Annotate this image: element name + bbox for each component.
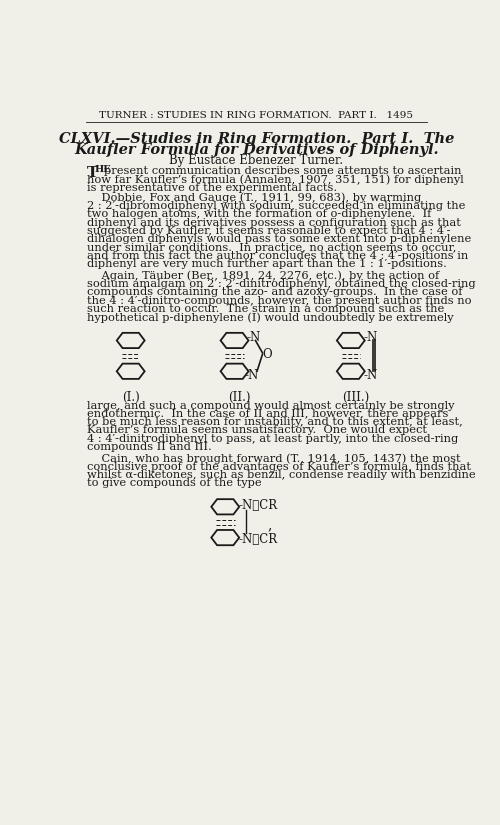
Text: TURNER : STUDIES IN RING FORMATION.  PART I.   1495: TURNER : STUDIES IN RING FORMATION. PART… [99, 111, 413, 120]
Text: compounds containing the azo- and azoxy-groups.  In the case of: compounds containing the azo- and azoxy-… [88, 287, 463, 297]
Text: Kaufler Formula for Derivatives of Diphenyl.: Kaufler Formula for Derivatives of Diphe… [74, 143, 438, 157]
Text: 4 : 4′-dinitrodiphenyl to pass, at least partly, into the closed-ring: 4 : 4′-dinitrodiphenyl to pass, at least… [88, 434, 458, 444]
Text: such reaction to occur.  The strain in a compound such as the: such reaction to occur. The strain in a … [88, 304, 444, 314]
Text: HE: HE [94, 165, 111, 174]
Text: endothermic.  In the case of II and III, however, there appears: endothermic. In the case of II and III, … [88, 409, 448, 419]
Text: Dobbie, Fox and Gauge (T., 1911, 99, 683), by warming: Dobbie, Fox and Gauge (T., 1911, 99, 683… [88, 192, 421, 203]
Text: (III.): (III.) [342, 390, 369, 403]
Text: -N∶CR: -N∶CR [238, 533, 278, 545]
Text: diphenyl and its derivatives possess a configuration such as that: diphenyl and its derivatives possess a c… [88, 218, 461, 228]
Text: ,: , [268, 518, 272, 532]
Text: compounds II and III.: compounds II and III. [88, 442, 212, 452]
Text: present communication describes some attempts to ascertain: present communication describes some att… [104, 166, 462, 176]
Text: and from this fact the author concludes that the 4 : 4′-positions in: and from this fact the author concludes … [88, 251, 468, 261]
Text: Kaufler’s formula seems unsatisfactory.  One would expect: Kaufler’s formula seems unsatisfactory. … [88, 426, 427, 436]
Text: -N∶CR: -N∶CR [238, 499, 278, 512]
Text: Cain, who has brought forward (T., 1914, 105, 1437) the most: Cain, who has brought forward (T., 1914,… [88, 454, 461, 464]
Text: sodium amalgam on 2 : 2′-dinitrodiphenyl, obtained the closed-ring: sodium amalgam on 2 : 2′-dinitrodiphenyl… [88, 279, 476, 289]
Text: to be much less reason for instability, and to this extent, at least,: to be much less reason for instability, … [88, 417, 463, 427]
Text: large, and such a compound would almost certainly be strongly: large, and such a compound would almost … [88, 400, 455, 411]
Text: conclusive proof of the advantages of Kaufler’s formula, finds that: conclusive proof of the advantages of Ka… [88, 462, 472, 472]
Text: whilst α-diketones, such as benzil, condense readily with benzidine: whilst α-diketones, such as benzil, cond… [88, 470, 476, 480]
Text: -N: -N [244, 370, 259, 383]
Text: suggested by Kaufler, it seems reasonable to expect that 4 : 4′-: suggested by Kaufler, it seems reasonabl… [88, 226, 451, 236]
Text: -N: -N [247, 331, 261, 344]
Text: two halogen atoms, with the formation of o-diphenylene.  If: two halogen atoms, with the formation of… [88, 210, 432, 219]
Text: is representative of the experimental facts.: is representative of the experimental fa… [88, 182, 338, 192]
Text: -N: -N [363, 331, 378, 344]
Text: T: T [88, 166, 99, 180]
Text: Again, Täuber (Ber., 1891, 24, 2276, etc.), by the action of: Again, Täuber (Ber., 1891, 24, 2276, etc… [88, 271, 440, 281]
Text: O: O [262, 348, 272, 361]
Text: (II.): (II.) [228, 390, 250, 403]
Text: dihalogen diphenyls would pass to some extent into p-diphenylene: dihalogen diphenyls would pass to some e… [88, 234, 472, 244]
Text: how far Kaufler’s formula (Annalen, 1907, 351, 151) for diphenyl: how far Kaufler’s formula (Annalen, 1907… [88, 174, 464, 185]
Text: hypothetical p-diphenylene (I) would undoubtedly be extremely: hypothetical p-diphenylene (I) would und… [88, 312, 454, 323]
Text: to give compounds of the type: to give compounds of the type [88, 478, 262, 488]
Text: CLXVI.—Studies in Ring Formation.  Part I.  The: CLXVI.—Studies in Ring Formation. Part I… [58, 132, 454, 146]
Text: (I.): (I.) [122, 390, 140, 403]
Text: diphenyl are very much further apart than the 1 : 1′-positions.: diphenyl are very much further apart tha… [88, 259, 447, 269]
Text: the 4 : 4′-dinitro-compounds, however, the present author finds no: the 4 : 4′-dinitro-compounds, however, t… [88, 295, 472, 305]
Text: By Eustace Ebenezer Turner.: By Eustace Ebenezer Turner. [169, 154, 344, 167]
Text: under similar conditions.  In practice, no action seems to occur,: under similar conditions. In practice, n… [88, 243, 456, 252]
Text: 2 : 2′-dibromodiphenyl with sodium, succeeded in eliminating the: 2 : 2′-dibromodiphenyl with sodium, succ… [88, 201, 466, 211]
Text: -N: -N [363, 370, 378, 383]
